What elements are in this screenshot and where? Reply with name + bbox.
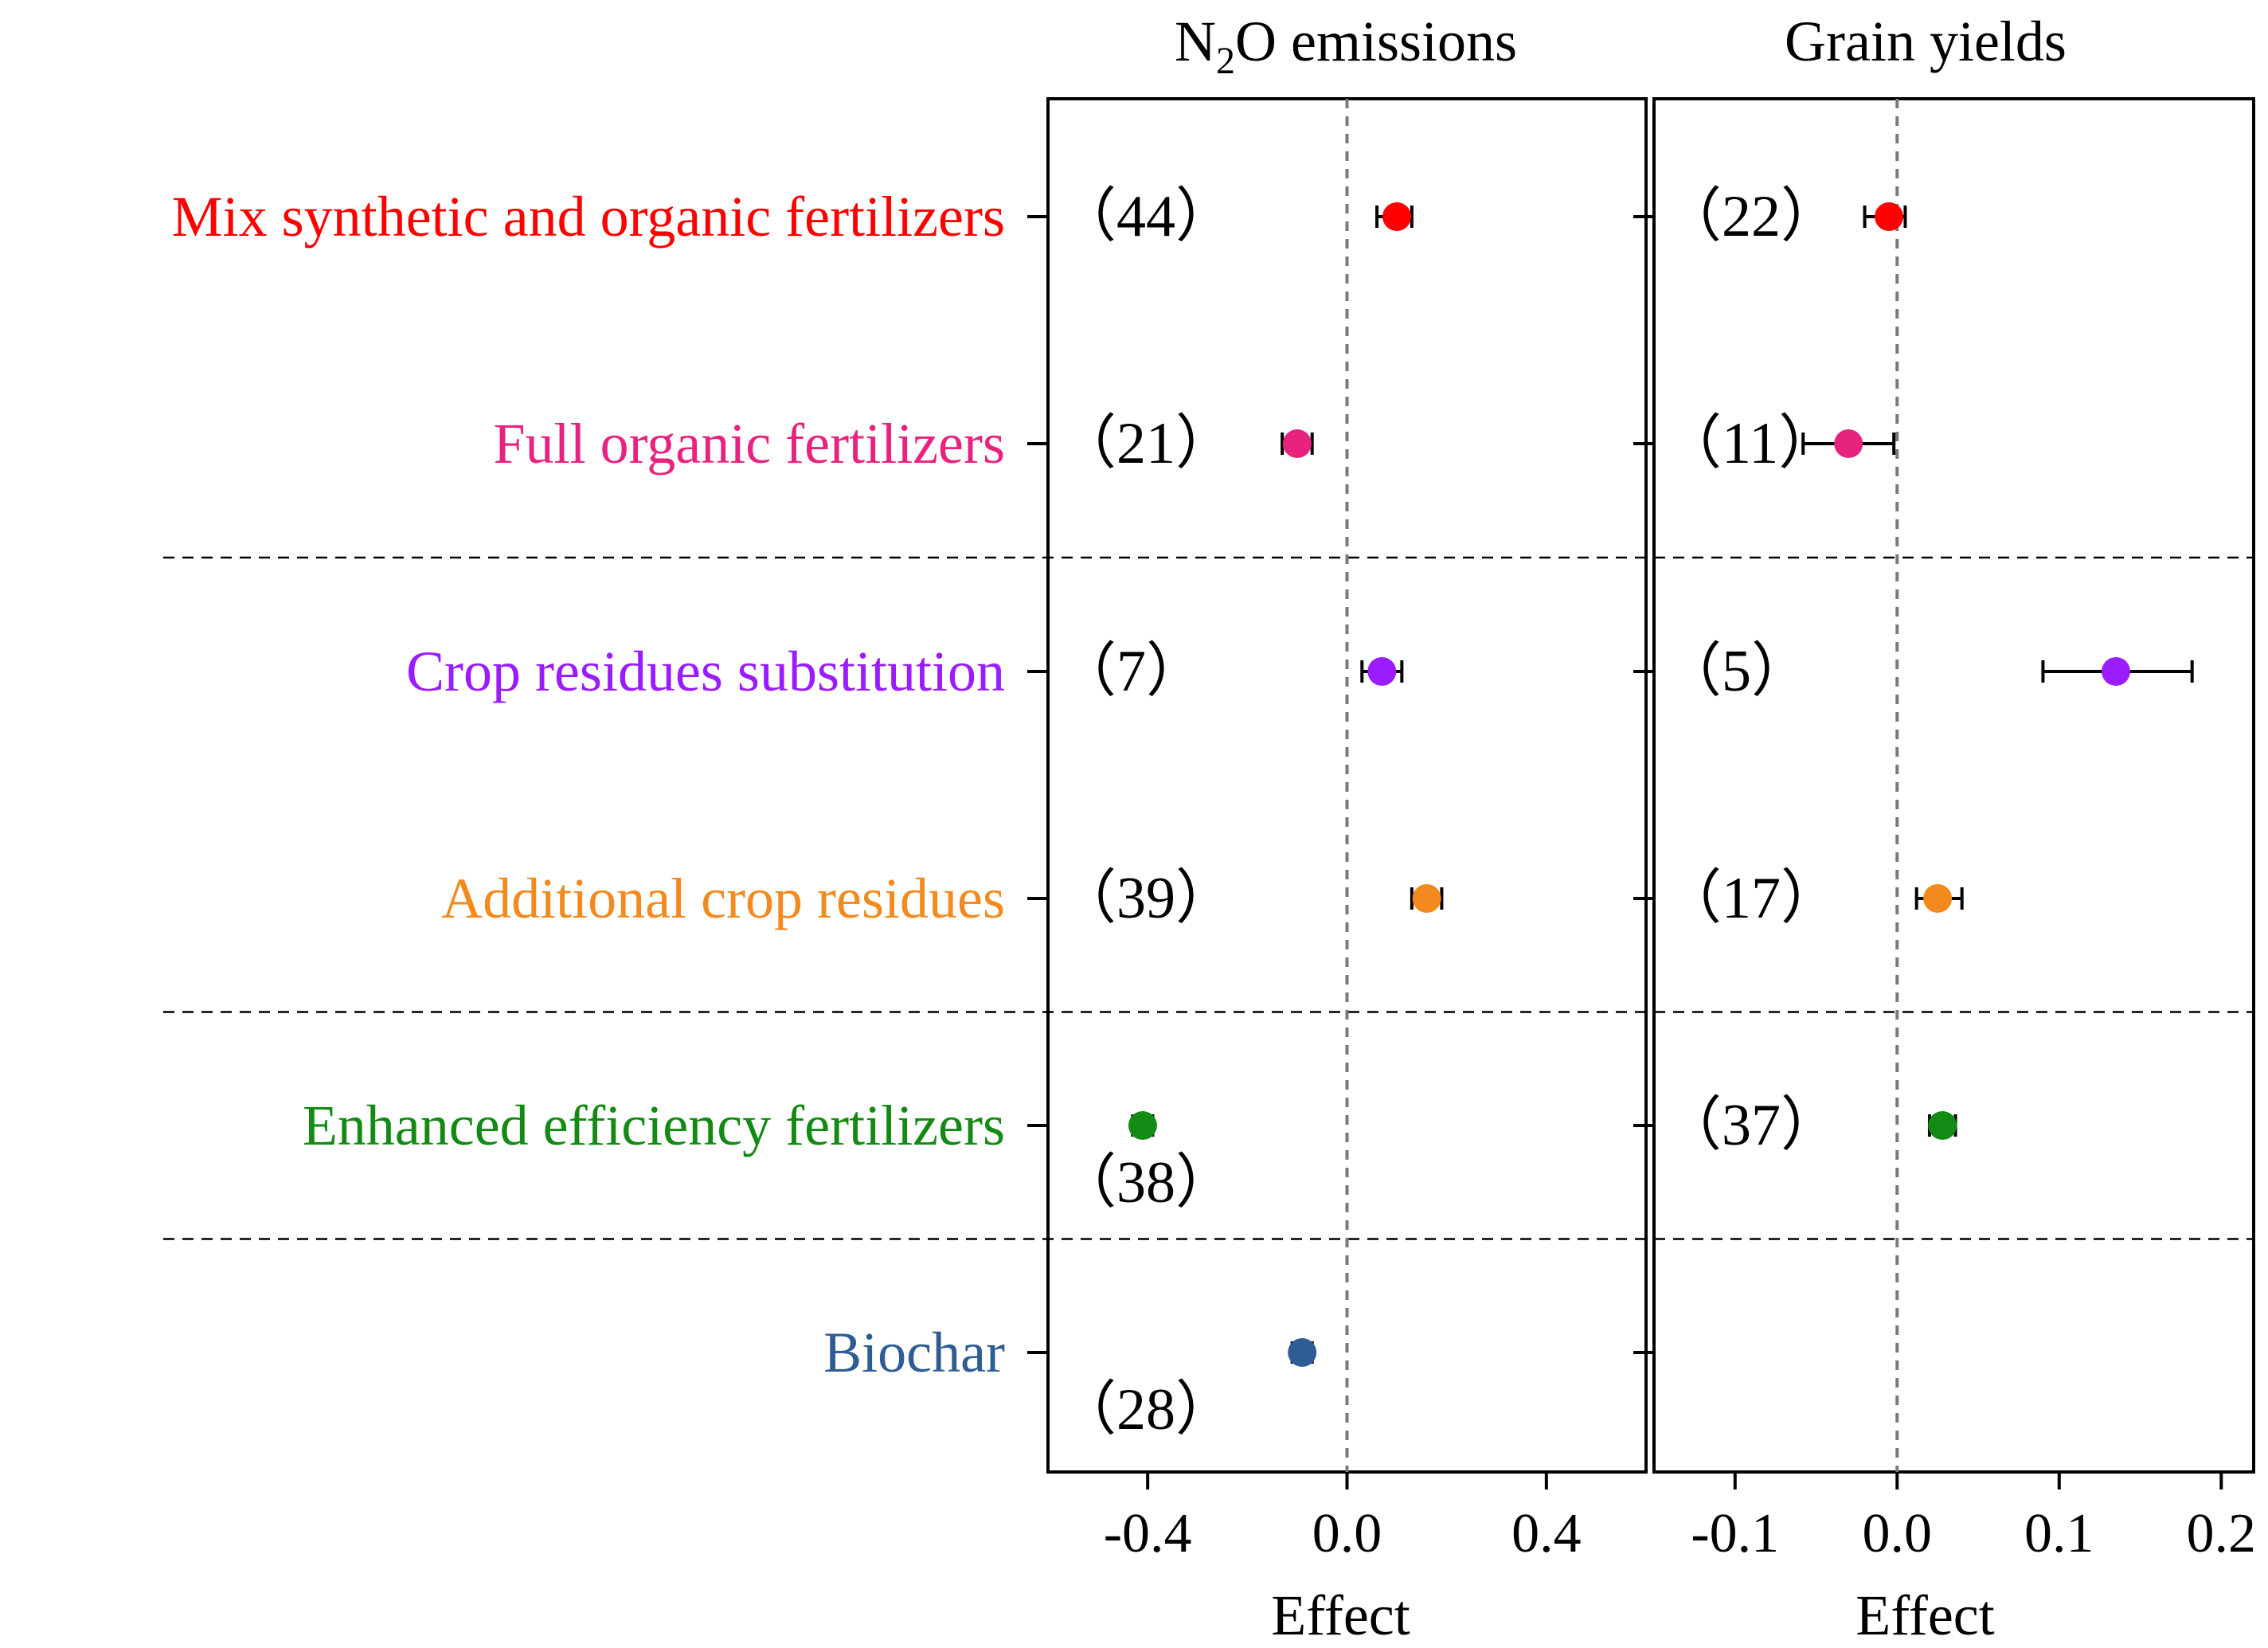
sample-size-label: （17） [1663, 866, 1840, 931]
effect-point [1288, 1338, 1317, 1367]
category-label: Biochar [823, 1321, 1005, 1384]
grain-yields-panel: -0.1 0.0 0.1 0.2 Effect Grain yields （22） （11） （… [1633, 10, 2256, 1647]
effect-point [1928, 1111, 1957, 1140]
category-labels: Mix synthetic and organic fertilizers Ful… [172, 185, 1005, 1384]
effect-point [1282, 429, 1312, 458]
category-label: Full organic fertilizers [494, 412, 1005, 476]
panel-title: N2O emissions [1175, 10, 1517, 82]
sample-size-label: （39） [1058, 866, 1234, 931]
effect-point [1834, 429, 1863, 458]
effect-point [1875, 202, 1904, 231]
panel-title: Grain yields [1785, 10, 2067, 73]
sample-size-label: （38） [1058, 1150, 1234, 1215]
panel-frame [1652, 97, 2255, 1474]
category-label: Additional crop residues [441, 867, 1005, 930]
group-separators [163, 556, 2254, 1240]
panel-title-part: N [1175, 10, 1216, 73]
sample-size-label: （21） [1058, 411, 1234, 476]
effect-point [1367, 657, 1397, 686]
sample-size-label: （28） [1058, 1377, 1234, 1442]
effect-point [2102, 657, 2131, 686]
sample-size-label: （37） [1663, 1093, 1840, 1158]
x-tick-label: -0.1 [1691, 1503, 1779, 1564]
sample-size-label: （7） [1058, 639, 1205, 704]
category-label: Enhanced efficiency fertilizers [303, 1094, 1005, 1157]
x-tick-label: 0.1 [2024, 1503, 2094, 1564]
x-tick-label: 0.0 [1863, 1503, 1933, 1564]
sample-size-label: （22） [1663, 184, 1840, 249]
effect-point [1412, 884, 1441, 913]
x-tick-label: 0.4 [1511, 1503, 1582, 1564]
panel-title-subscript: 2 [1216, 40, 1235, 82]
x-axis-title: Effect [1855, 1583, 1995, 1647]
x-tick-label: 0.0 [1312, 1503, 1382, 1564]
x-tick-label: 0.2 [2187, 1503, 2257, 1564]
effect-point [1923, 884, 1953, 913]
panel-title-part: O emissions [1235, 10, 1517, 73]
x-tick-label: -0.4 [1104, 1503, 1192, 1564]
effect-point [1128, 1111, 1157, 1140]
x-axis-title: Effect [1271, 1583, 1410, 1647]
sample-size-label: （44） [1058, 184, 1234, 249]
category-label: Mix synthetic and organic fertilizers [172, 185, 1005, 249]
category-label: Crop residues substitution [406, 640, 1005, 703]
sample-size-label: （11） [1663, 411, 1837, 476]
sample-size-label: （5） [1663, 639, 1810, 704]
effect-point [1382, 202, 1412, 231]
n2o-emissions-panel: -0.4 0.0 0.4 Effect N2O emissions （44） （21） （7）… [1027, 10, 1648, 1647]
